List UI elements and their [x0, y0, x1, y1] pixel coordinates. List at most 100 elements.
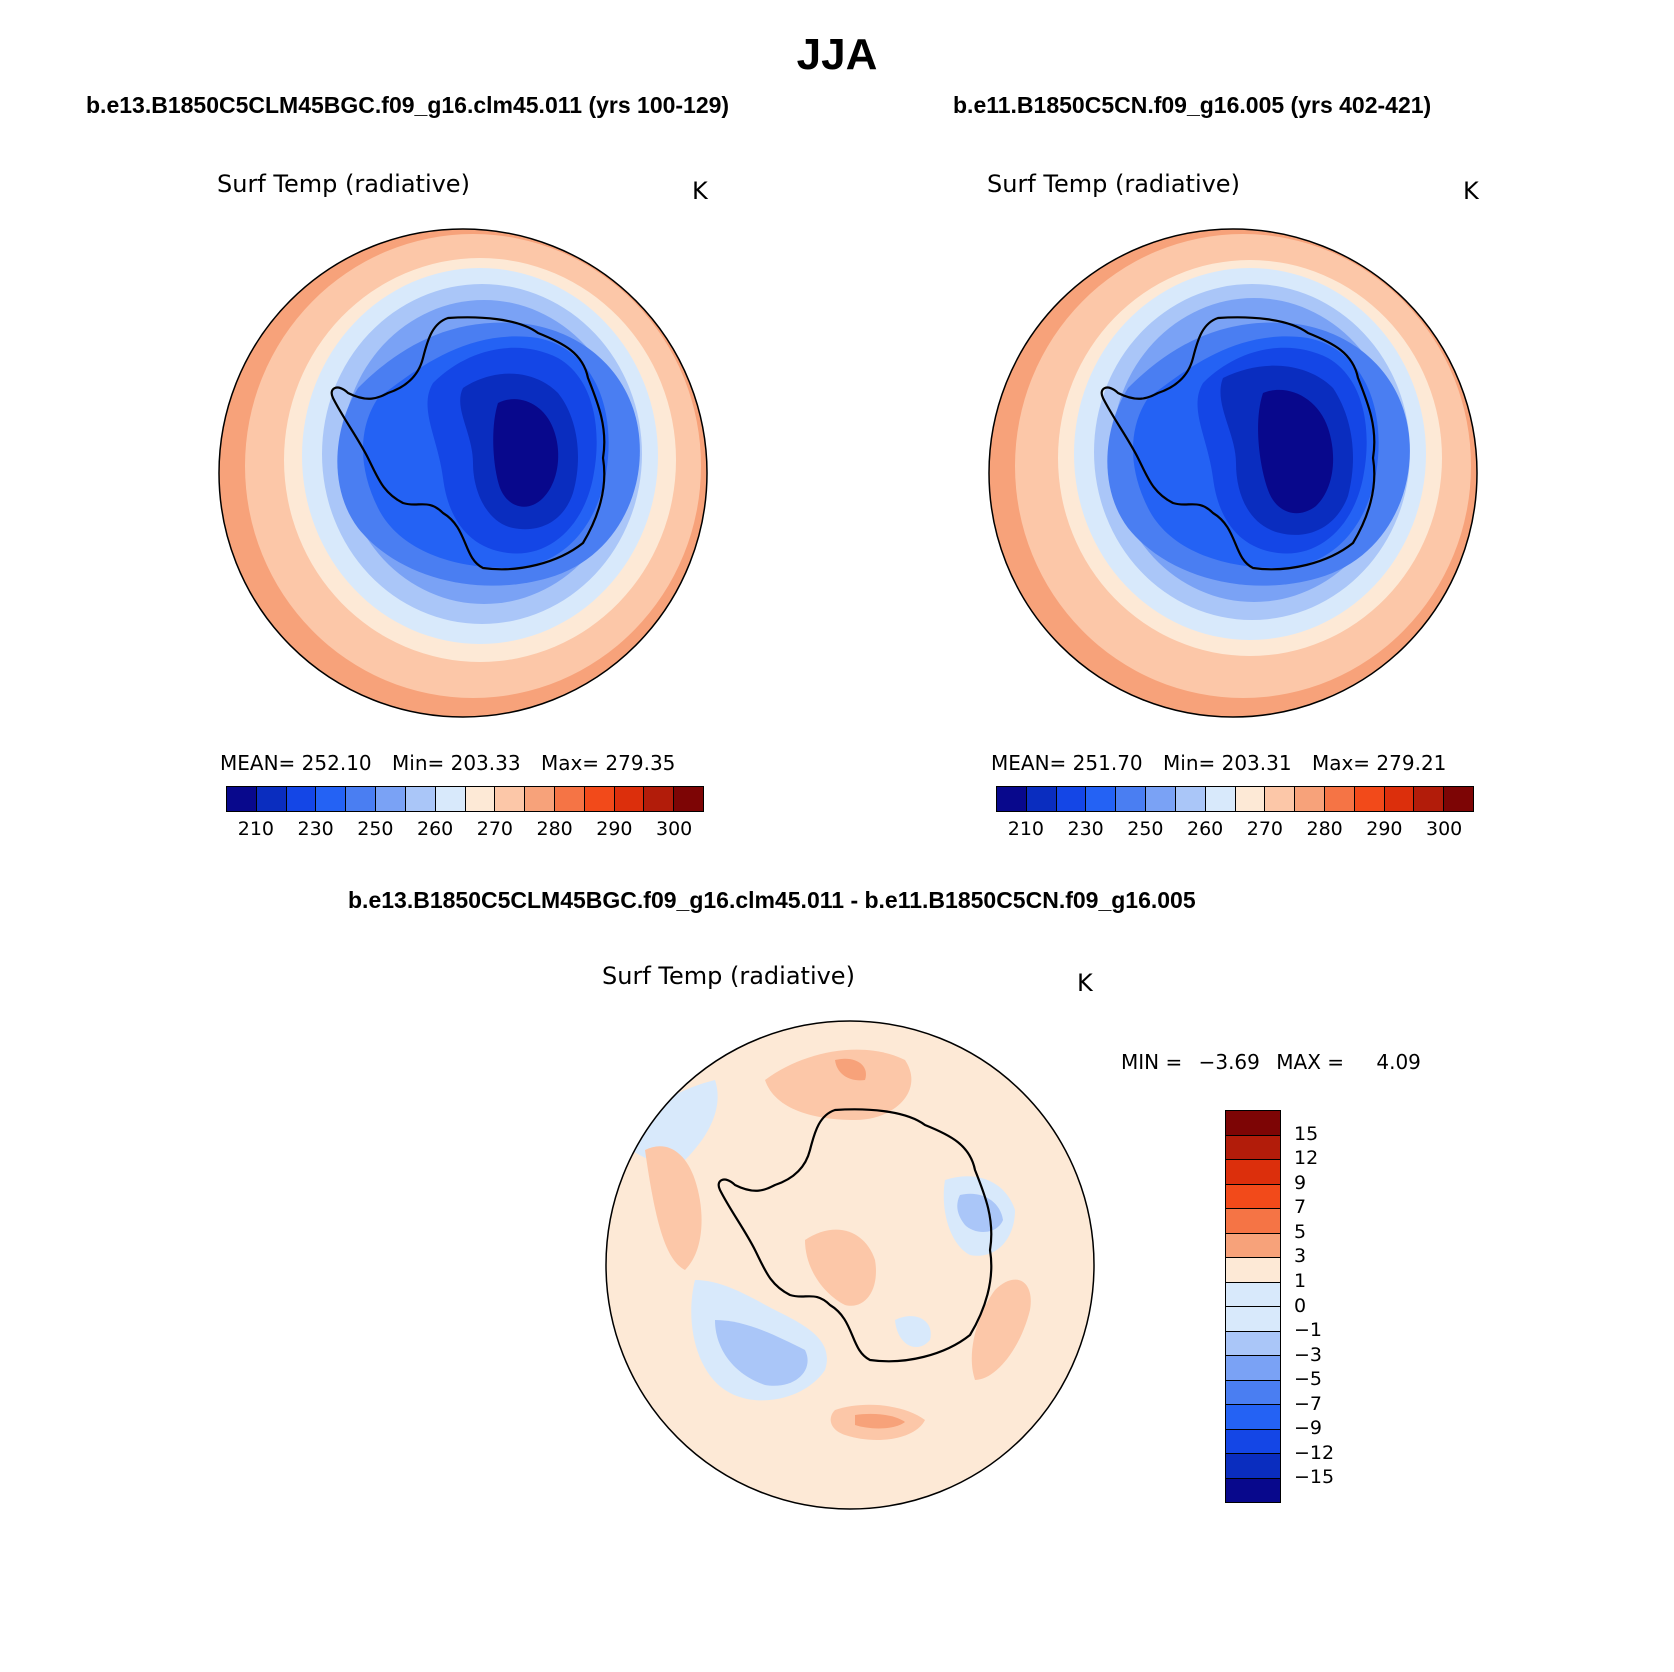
panel3-max-label: MAX = [1276, 1050, 1345, 1074]
colorbar-tick-label: 300 [1425, 818, 1463, 840]
colorbar-swatch [1444, 787, 1473, 811]
colorbar-tick-label: −1 [1294, 1319, 1323, 1342]
colorbar-swatch [1086, 787, 1117, 811]
colorbar-tick-label: 1 [1294, 1269, 1307, 1292]
colorbar-swatch [1226, 1209, 1280, 1234]
panel2-mean-label: MEAN= [991, 751, 1067, 775]
colorbar-swatch [1226, 1380, 1280, 1405]
season-title: JJA [796, 30, 878, 79]
panel1-max-value: 279.35 [605, 751, 676, 775]
colorbar-tick-label: 9 [1294, 1171, 1307, 1194]
colorbar-tick-label: 300 [655, 818, 693, 840]
panel2-stats: MEAN= 251.70 Min= 203.31 Max= 279.21 [991, 751, 1446, 775]
colorbar-swatch [1226, 1135, 1280, 1160]
colorbar-tick-label: −3 [1294, 1343, 1323, 1366]
panel2-min-label: Min= [1163, 751, 1216, 775]
panel3-units: K [1077, 969, 1093, 997]
colorbar-swatch [1226, 1454, 1280, 1479]
colorbar-tick-label: 230 [1067, 818, 1104, 840]
colorbar-swatch [376, 787, 406, 811]
panel2-variable-name: Surf Temp (radiative) [987, 170, 1240, 198]
colorbar-tick-label: 260 [1186, 818, 1224, 840]
panel1-colorbar [226, 786, 704, 812]
panel3-min-label: MIN = [1121, 1050, 1183, 1074]
colorbar-swatch [1226, 1478, 1280, 1502]
colorbar-swatch [644, 787, 675, 811]
panel3-min-value: −3.69 [1198, 1050, 1260, 1074]
colorbar-swatch [584, 787, 615, 811]
colorbar-swatch [1226, 1233, 1280, 1258]
panel2-case-title: b.e11.B1850C5CN.f09_g16.005 (yrs 402-421… [953, 92, 1432, 118]
colorbar-tick-label: 5 [1294, 1220, 1307, 1243]
colorbar-swatch [674, 787, 703, 811]
colorbar-swatch [1295, 787, 1325, 811]
colorbar-swatch [465, 787, 496, 811]
colorbar-swatch [256, 787, 287, 811]
colorbar-swatch [1146, 787, 1176, 811]
colorbar-swatch [1226, 1282, 1280, 1307]
colorbar-tick-label: 0 [1294, 1294, 1307, 1317]
colorbar-tick-label: 15 [1294, 1122, 1319, 1145]
colorbar-swatch [1226, 1356, 1280, 1381]
colorbar-swatch [286, 787, 317, 811]
colorbar-tick-label: 12 [1294, 1147, 1319, 1170]
colorbar-tick-label: 250 [1127, 818, 1164, 840]
panel1-mean-label: MEAN= [220, 751, 296, 775]
colorbar-swatch [1226, 1111, 1280, 1136]
colorbar-swatch [405, 787, 436, 811]
colorbar-tick-label: −12 [1294, 1441, 1335, 1464]
colorbar-tick-label: 280 [536, 818, 573, 840]
panel3-stats: MIN = −3.69 MAX = 4.09 [1121, 1050, 1421, 1074]
panel1-min-label: Min= [392, 751, 445, 775]
colorbar-swatch [1226, 1258, 1280, 1283]
colorbar-swatch [227, 787, 257, 811]
colorbar-swatch [1226, 1184, 1280, 1209]
panel3-case-title: b.e13.B1850C5CLM45BGC.f09_g16.clm45.011 … [348, 887, 1196, 913]
panel1-variable-name: Surf Temp (radiative) [217, 170, 470, 198]
colorbar-tick-label: 270 [1246, 818, 1284, 840]
colorbar-swatch [1226, 1429, 1280, 1454]
colorbar-tick-label: 270 [476, 818, 514, 840]
panel3-polar-map [605, 1020, 1095, 1510]
colorbar-tick-label: −5 [1294, 1368, 1323, 1391]
colorbar-swatch [614, 787, 645, 811]
panel1-units: K [692, 177, 708, 205]
colorbar-swatch [495, 787, 526, 811]
panel3-colorbar-labels: 15 12 9 7 5 3 1 0 −1 −3 −5 −7 −9 −12 −15 [1294, 1110, 1374, 1503]
colorbar-tick-label: 3 [1294, 1245, 1307, 1268]
colorbar-tick-label: 7 [1294, 1196, 1307, 1219]
panel2-polar-map [988, 228, 1478, 718]
panel3-variable-name: Surf Temp (radiative) [602, 962, 855, 990]
colorbar-swatch [1116, 787, 1147, 811]
colorbar-swatch [554, 787, 585, 811]
colorbar-swatch [1414, 787, 1445, 811]
panel2-mean-value: 251.70 [1072, 751, 1143, 775]
colorbar-swatch [1226, 1331, 1280, 1356]
panel2-max-value: 279.21 [1376, 751, 1447, 775]
colorbar-swatch [316, 787, 347, 811]
panel2-min-value: 203.31 [1221, 751, 1292, 775]
panel2-max-label: Max= [1311, 751, 1371, 775]
colorbar-swatch [1026, 787, 1057, 811]
colorbar-swatch [1235, 787, 1266, 811]
colorbar-swatch [1175, 787, 1206, 811]
panel3-colorbar [1225, 1110, 1281, 1503]
colorbar-tick-label: 260 [416, 818, 454, 840]
colorbar-tick-label: −15 [1294, 1466, 1335, 1489]
colorbar-swatch [1265, 787, 1296, 811]
colorbar-swatch [525, 787, 555, 811]
panel1-min-value: 203.33 [450, 751, 521, 775]
colorbar-tick-label: −9 [1294, 1417, 1323, 1440]
colorbar-swatch [1354, 787, 1385, 811]
panel1-colorbar-labels: 210 230 250 260 270 280 290 300 [226, 818, 704, 842]
panel1-stats: MEAN= 252.10 Min= 203.33 Max= 279.35 [220, 751, 675, 775]
panel1-max-label: Max= [540, 751, 600, 775]
panel2-units: K [1463, 177, 1479, 205]
panel1-mean-value: 252.10 [301, 751, 372, 775]
colorbar-tick-label: 230 [297, 818, 334, 840]
colorbar-swatch [1226, 1307, 1280, 1332]
panel2-colorbar [996, 786, 1474, 812]
colorbar-tick-label: 210 [1007, 818, 1045, 840]
colorbar-swatch [346, 787, 377, 811]
colorbar-swatch [1226, 1160, 1280, 1185]
